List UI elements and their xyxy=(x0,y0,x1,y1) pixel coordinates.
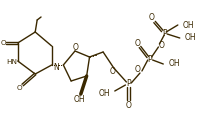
Text: OH: OH xyxy=(169,60,181,68)
Text: P: P xyxy=(126,79,131,88)
Text: OH: OH xyxy=(185,33,196,42)
Text: O: O xyxy=(73,42,79,51)
Text: O: O xyxy=(149,13,155,22)
Text: O: O xyxy=(125,101,131,110)
Text: O: O xyxy=(0,40,6,46)
Text: O: O xyxy=(110,68,116,77)
Text: P: P xyxy=(162,29,167,38)
Text: O: O xyxy=(158,40,164,49)
Text: O: O xyxy=(17,85,23,91)
Text: P: P xyxy=(147,55,152,64)
Text: HN: HN xyxy=(6,59,17,65)
Text: OH: OH xyxy=(74,95,86,104)
Text: OH: OH xyxy=(183,20,194,29)
Text: O: O xyxy=(134,38,140,48)
Text: N: N xyxy=(54,64,59,73)
Text: O: O xyxy=(134,66,140,75)
Text: OH: OH xyxy=(98,88,110,97)
